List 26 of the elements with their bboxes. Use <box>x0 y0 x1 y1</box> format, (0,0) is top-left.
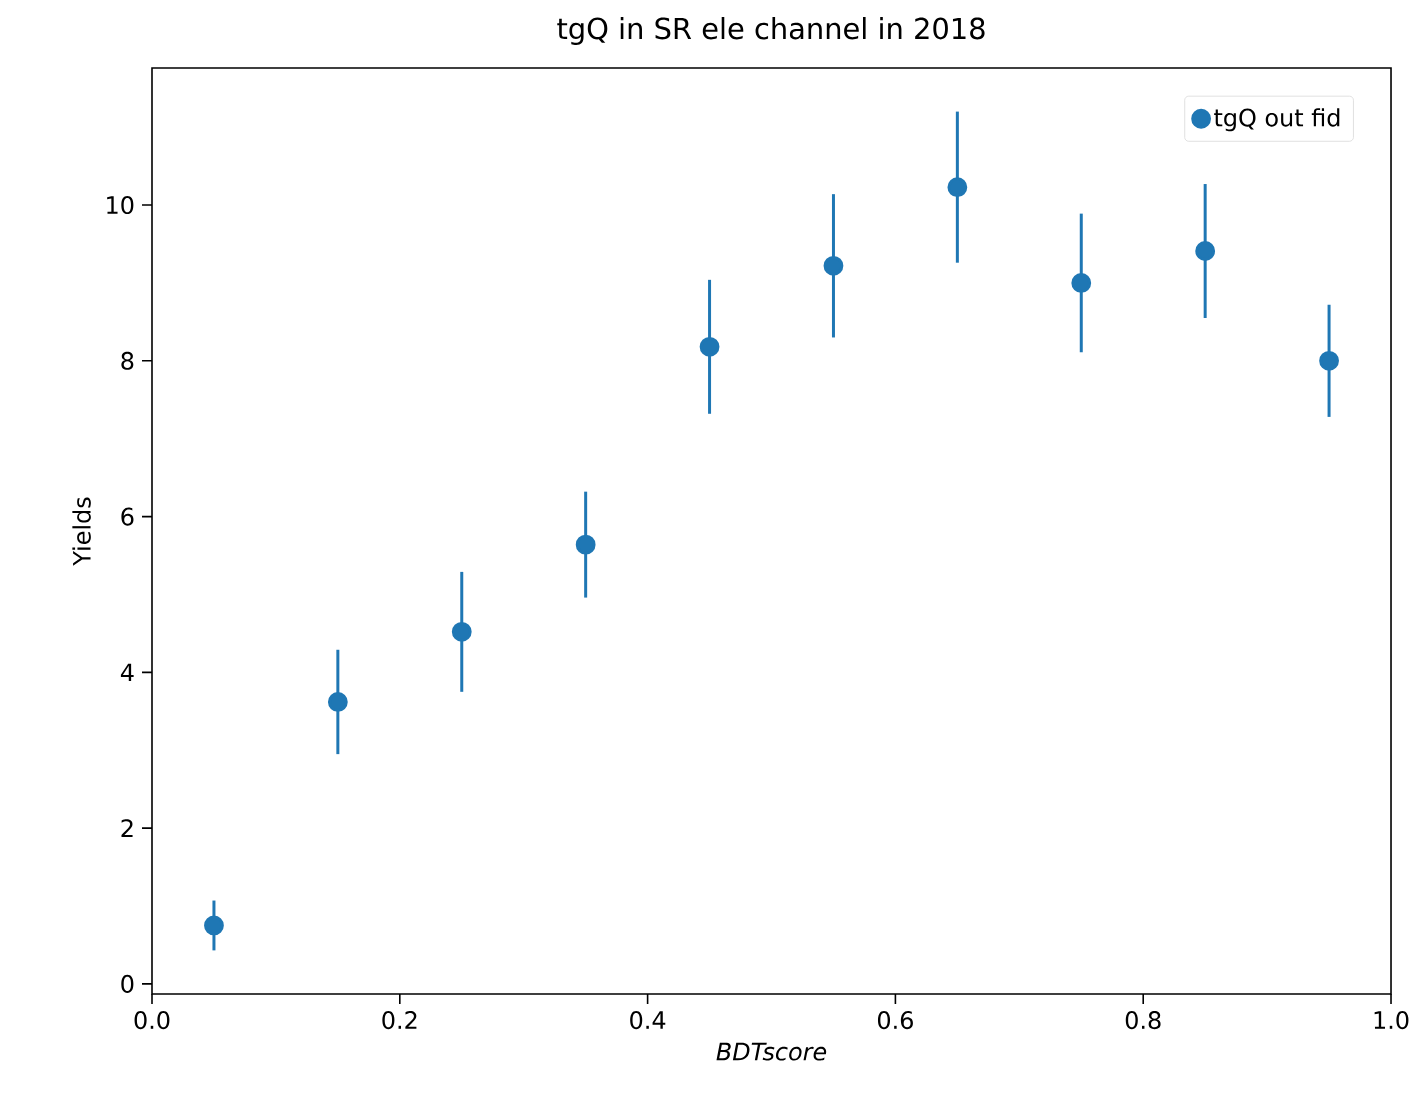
point <box>1319 350 1339 371</box>
y-tick-label: 8 <box>121 351 134 370</box>
chart-title: tgQ in SR ele channel in 2018 <box>557 17 985 45</box>
point <box>327 692 348 712</box>
y-tick-label: 10 <box>107 196 134 215</box>
legend-label: tgQ out fid <box>1214 108 1340 132</box>
x-tick-label: 1.0 <box>1374 1011 1409 1030</box>
y-tick-label: 4 <box>120 663 134 682</box>
point <box>699 336 720 357</box>
x-tick-label: 0.6 <box>877 1011 913 1030</box>
point <box>823 255 844 276</box>
point <box>1071 273 1092 293</box>
point <box>451 621 472 642</box>
x-tick-label: 0.4 <box>630 1011 666 1030</box>
point <box>1195 241 1216 261</box>
y-tick-label: 2 <box>121 819 133 837</box>
point <box>575 534 596 555</box>
y-tick-label: 6 <box>121 507 134 526</box>
y-tick-label: 0 <box>121 974 134 993</box>
x-tick-label: 0.8 <box>1125 1011 1161 1030</box>
x-tick-label: 0.0 <box>134 1011 170 1030</box>
x-axis-title: BDTscore <box>716 1042 827 1061</box>
x-tick-label: 0.2 <box>382 1011 417 1030</box>
point <box>947 177 968 198</box>
point <box>204 915 224 936</box>
y-axis-title: Yields <box>72 497 91 566</box>
